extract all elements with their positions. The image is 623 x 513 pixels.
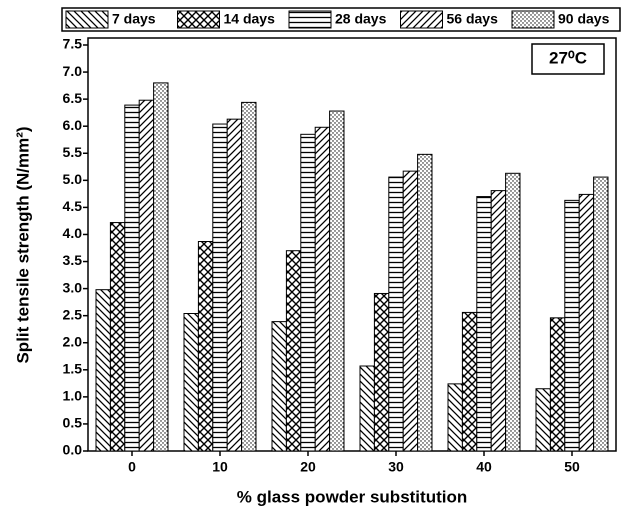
bar — [578, 193, 595, 452]
bar — [314, 126, 331, 452]
bar — [226, 118, 243, 452]
x-tick-label: 10 — [212, 459, 228, 475]
bar — [241, 101, 257, 452]
annotation: 27⁰C — [549, 48, 587, 67]
bar — [447, 383, 463, 452]
bar — [505, 172, 521, 452]
legend-swatch — [400, 10, 443, 29]
x-tick-label: 40 — [476, 459, 492, 475]
y-tick-label: 4.0 — [63, 225, 83, 241]
legend-label: 7 days — [112, 11, 156, 27]
bar — [402, 170, 419, 452]
x-tick-label: 50 — [564, 459, 580, 475]
annotation-box — [531, 43, 605, 75]
bar — [476, 196, 492, 452]
bar — [138, 99, 155, 452]
x-tick-label: 20 — [300, 459, 316, 475]
bar — [109, 222, 126, 452]
y-tick-label: 2.0 — [63, 333, 83, 349]
bar — [124, 104, 140, 452]
bar — [535, 388, 551, 452]
bar — [300, 133, 316, 452]
y-tick-label: 0.0 — [63, 442, 83, 458]
legend-label: 56 days — [447, 11, 499, 27]
bar — [564, 199, 580, 452]
legend-swatch — [511, 10, 555, 29]
bar — [490, 190, 507, 452]
y-tick-label: 3.5 — [63, 252, 83, 268]
legend-swatch — [65, 10, 109, 29]
y-tick-label: 4.5 — [63, 198, 83, 214]
y-tick-label: 5.5 — [63, 144, 83, 160]
y-tick-label: 2.5 — [63, 306, 83, 322]
bar — [285, 250, 302, 452]
plot-frame — [87, 37, 617, 452]
legend-label: 14 days — [224, 11, 276, 27]
legend-swatch — [177, 10, 220, 29]
y-tick-label: 5.0 — [63, 171, 83, 187]
x-tick-label: 30 — [388, 459, 404, 475]
y-axis-title: Split tensile strength (N/mm²) — [13, 126, 32, 363]
bar — [95, 289, 111, 452]
y-tick-label: 3.0 — [63, 279, 83, 295]
legend-label: 90 days — [558, 11, 610, 27]
x-tick-label: 0 — [128, 459, 136, 475]
bar — [461, 311, 478, 452]
y-tick-label: 7.5 — [63, 36, 83, 52]
y-tick-label: 6.0 — [63, 117, 83, 133]
y-tick-label: 1.0 — [63, 388, 83, 404]
bar — [212, 123, 228, 452]
bar — [329, 110, 345, 452]
legend-label: 28 days — [335, 11, 387, 27]
bar — [388, 176, 404, 452]
legend-swatch — [288, 10, 332, 29]
bar — [183, 313, 199, 452]
bar — [417, 153, 433, 452]
bar — [271, 321, 287, 452]
bar — [359, 365, 375, 452]
y-tick-label: 1.5 — [63, 361, 83, 377]
y-tick-label: 0.5 — [63, 415, 83, 431]
bar — [153, 82, 169, 452]
y-tick-label: 7.0 — [63, 63, 83, 79]
bar — [197, 241, 214, 452]
bar — [549, 317, 566, 452]
x-axis-title: % glass powder substitution — [237, 487, 467, 506]
bar — [593, 176, 609, 452]
bar — [373, 292, 390, 452]
y-tick-label: 6.5 — [63, 90, 83, 106]
